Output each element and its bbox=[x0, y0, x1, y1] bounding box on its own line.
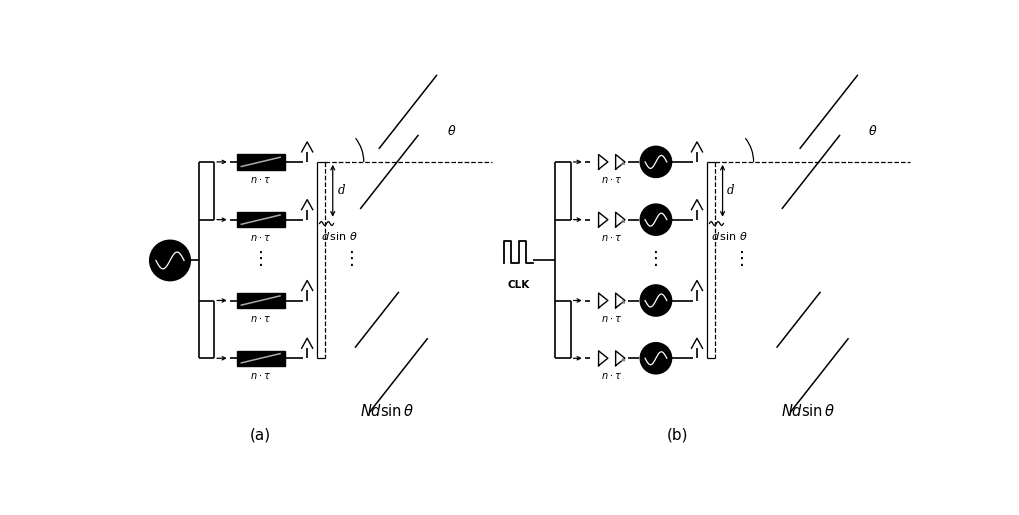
Text: $n\cdot\tau$: $n\cdot\tau$ bbox=[251, 371, 271, 381]
Circle shape bbox=[640, 146, 672, 177]
Text: d: d bbox=[337, 184, 344, 197]
Text: $d\,\sin\,\theta$: $d\,\sin\,\theta$ bbox=[711, 230, 748, 243]
Circle shape bbox=[150, 241, 191, 281]
Circle shape bbox=[640, 285, 672, 316]
Text: $\theta$: $\theta$ bbox=[868, 124, 877, 138]
Text: $n\cdot\tau$: $n\cdot\tau$ bbox=[601, 233, 623, 243]
Text: $d\,\sin\,\theta$: $d\,\sin\,\theta$ bbox=[321, 230, 358, 243]
Text: ⋮: ⋮ bbox=[647, 250, 665, 267]
Text: ⋮: ⋮ bbox=[733, 250, 751, 267]
Bar bbox=[236, 351, 284, 366]
Text: (a): (a) bbox=[250, 428, 271, 443]
Bar bbox=[236, 212, 284, 227]
Text: $n\cdot\tau$: $n\cdot\tau$ bbox=[601, 175, 623, 185]
Text: $n\cdot\tau$: $n\cdot\tau$ bbox=[251, 233, 271, 243]
Text: $n\cdot\tau$: $n\cdot\tau$ bbox=[601, 371, 623, 381]
Bar bbox=[236, 293, 284, 308]
Text: $n\cdot\tau$: $n\cdot\tau$ bbox=[601, 314, 623, 323]
Text: $Nd\sin\theta$: $Nd\sin\theta$ bbox=[360, 403, 414, 419]
Text: ⋮: ⋮ bbox=[343, 250, 361, 267]
Text: ⋮: ⋮ bbox=[252, 250, 270, 267]
Text: (b): (b) bbox=[666, 428, 689, 443]
Text: $n\cdot\tau$: $n\cdot\tau$ bbox=[251, 314, 271, 323]
Text: CLK: CLK bbox=[507, 281, 530, 290]
Text: $n\cdot\tau$: $n\cdot\tau$ bbox=[251, 175, 271, 185]
Text: $Nd\sin\theta$: $Nd\sin\theta$ bbox=[781, 403, 835, 419]
Bar bbox=[236, 154, 284, 169]
Circle shape bbox=[640, 343, 672, 374]
Text: d: d bbox=[728, 184, 735, 197]
Circle shape bbox=[640, 204, 672, 235]
Text: $\theta$: $\theta$ bbox=[446, 124, 457, 138]
